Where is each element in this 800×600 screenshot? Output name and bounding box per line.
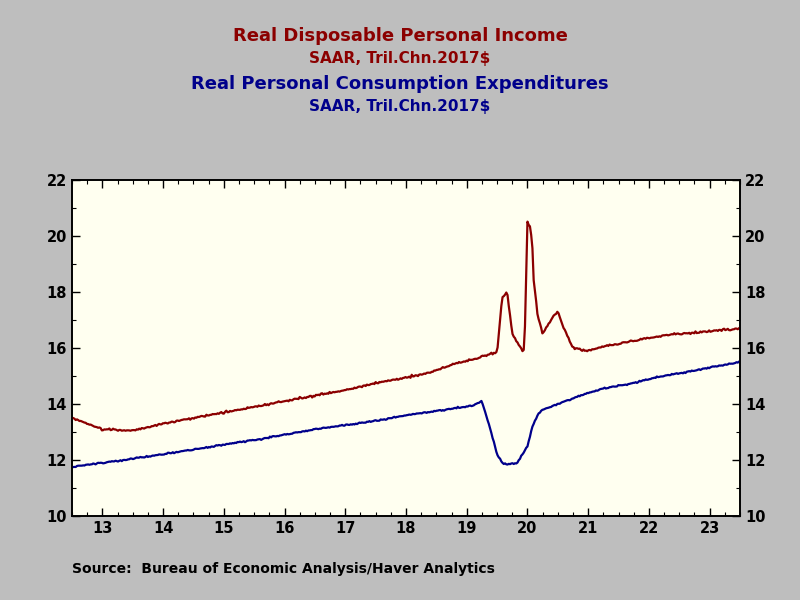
Text: Source:  Bureau of Economic Analysis/Haver Analytics: Source: Bureau of Economic Analysis/Have… xyxy=(72,562,495,576)
Text: SAAR, Tril.Chn.2017$: SAAR, Tril.Chn.2017$ xyxy=(310,51,490,66)
Text: SAAR, Tril.Chn.2017$: SAAR, Tril.Chn.2017$ xyxy=(310,99,490,114)
Text: Real Personal Consumption Expenditures: Real Personal Consumption Expenditures xyxy=(191,75,609,93)
Text: Real Disposable Personal Income: Real Disposable Personal Income xyxy=(233,27,567,45)
